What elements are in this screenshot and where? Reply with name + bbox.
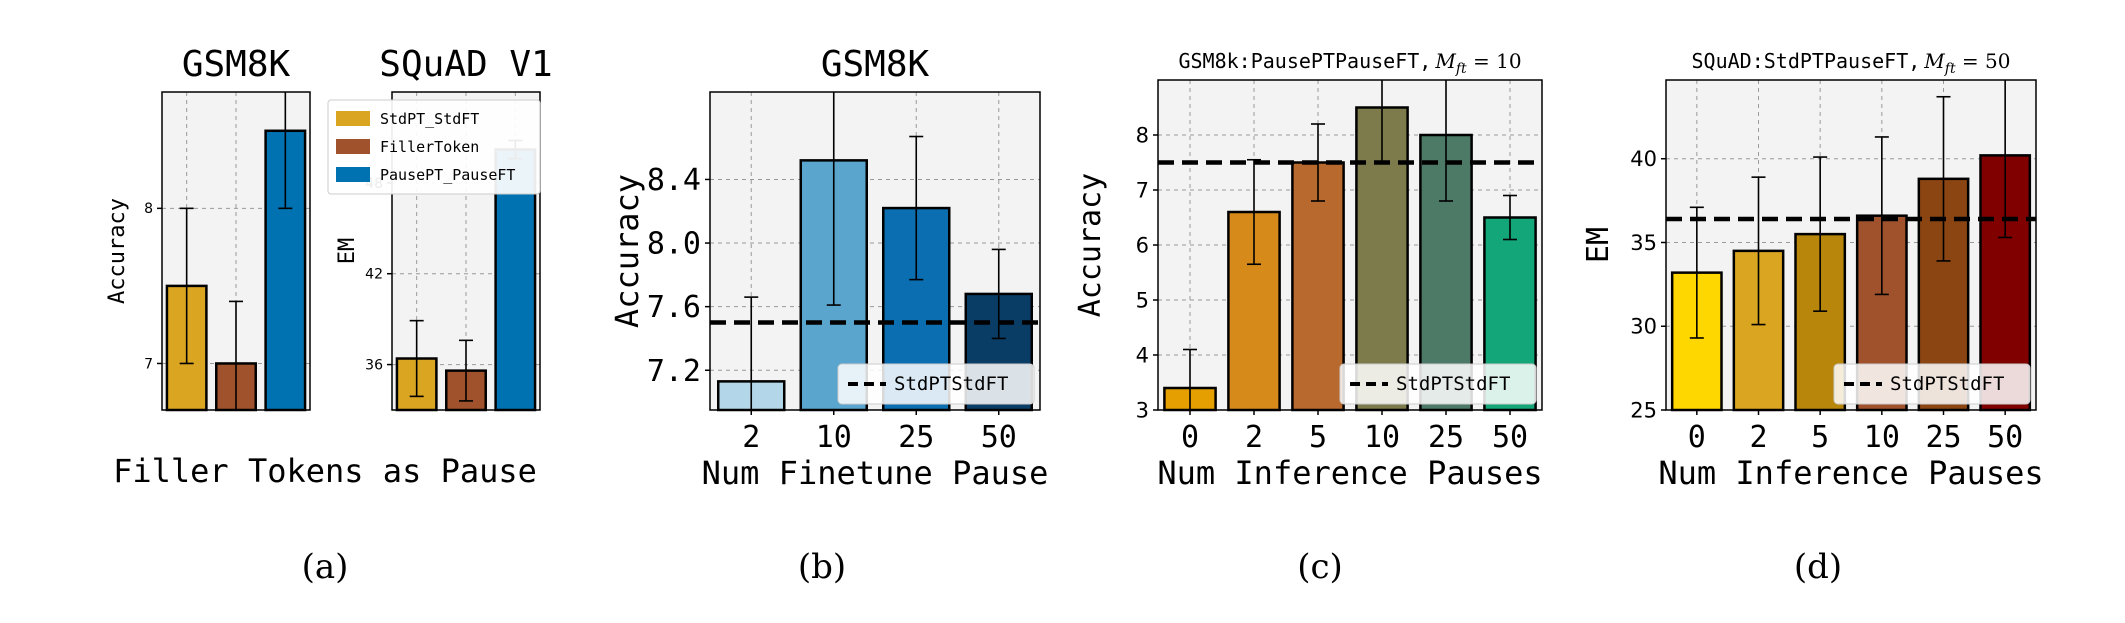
y-axis-label: EM — [1581, 227, 1616, 263]
legend-label: PausePT_PauseFT — [380, 166, 515, 184]
axes-frame — [709, 91, 1041, 411]
y-tick-label: 6 — [1136, 233, 1149, 257]
chart-title: SQuAD:StdPTPauseFT, Mft = 50 — [1692, 49, 2011, 77]
y-axis-label: EM — [335, 238, 360, 265]
subcaption-b: (b) — [798, 547, 846, 587]
y-axis-label: Accuracy — [608, 174, 646, 328]
y-tick-label: 35 — [1630, 231, 1657, 255]
axes-frame — [161, 91, 311, 411]
x-tick-label: 10 — [1864, 420, 1900, 455]
y-tick-label: 7 — [144, 356, 153, 372]
legend-baseline-label: StdPTStdFT — [894, 373, 1008, 395]
y-tick-label: 25 — [1630, 398, 1657, 422]
chart-title: GSM8K — [182, 44, 291, 85]
axes-frame — [391, 91, 541, 411]
chart-title: GSM8K — [821, 44, 930, 85]
x-tick-label: 25 — [898, 420, 934, 455]
subcaption-a: (a) — [302, 547, 349, 587]
x-tick-label: 2 — [742, 420, 760, 455]
title-text: SQuAD:StdPTPauseFT, — [1692, 49, 1921, 73]
subcaption-c: (c) — [1297, 547, 1343, 587]
legend-label: FillerToken — [380, 138, 479, 156]
y-tick-label: 3 — [1136, 398, 1149, 422]
legend: StdPTStdFT — [837, 363, 1035, 405]
chart-title: SQuAD V1 — [379, 44, 552, 85]
legend-box — [1833, 363, 2031, 405]
y-tick-label: 7 — [1136, 178, 1149, 202]
legend-box — [837, 363, 1035, 405]
y-tick-label: 8 — [1136, 123, 1149, 147]
x-tick-label: 25 — [1428, 420, 1464, 455]
x-tick-label: 0 — [1181, 420, 1199, 455]
y-tick-label: 8.0 — [647, 227, 701, 262]
x-tick-label: 50 — [981, 420, 1017, 455]
title-math-sub: ft — [1944, 61, 1956, 77]
title-math-sub: ft — [1455, 61, 1467, 77]
panel-a-xlabel: Filler Tokens as Pause — [113, 452, 537, 490]
y-tick-label: 8.4 — [647, 163, 701, 198]
chart-a2: 364248EMSQuAD V1StdPT_StdFTFillerTokenPa… — [327, 44, 553, 412]
axes-frame — [1665, 79, 2037, 411]
title-text: GSM8K — [821, 44, 930, 85]
plot-area — [1666, 80, 2036, 410]
x-axis-label: Num Finetune Pause — [702, 454, 1049, 492]
y-axis-label: Accuracy — [105, 198, 130, 304]
x-tick-label: 2 — [1749, 420, 1767, 455]
x-tick-label: 25 — [1925, 420, 1961, 455]
legend-baseline-label: StdPTStdFT — [1396, 373, 1510, 395]
legend-swatch — [336, 167, 370, 182]
y-tick-label: 5 — [1136, 288, 1149, 312]
legend: StdPTStdFT — [1833, 363, 2031, 405]
title-suffix: = 10 — [1467, 49, 1522, 73]
legend-label: StdPT_StdFT — [380, 110, 479, 128]
y-tick-label: 7.2 — [647, 354, 701, 389]
y-tick-label: 40 — [1630, 147, 1657, 171]
x-axis-label: Num Inference Pauses — [1157, 454, 1542, 492]
subcaption-d: (d) — [1794, 547, 1842, 587]
chart-title: GSM8k:PausePTPauseFT, Mft = 10 — [1178, 49, 1521, 77]
x-axis-label: Num Inference Pauses — [1658, 454, 2043, 492]
chart-a1: 7 8 Accuracy GSM8K — [105, 44, 311, 412]
x-tick-label: 0 — [1688, 420, 1706, 455]
x-tick-label: 50 — [1492, 420, 1528, 455]
legend-swatch — [336, 111, 370, 126]
title-text: GSM8K — [182, 44, 291, 85]
title-suffix: = 50 — [1956, 49, 2011, 73]
bar-5 — [1291, 161, 1345, 412]
legend-box — [1339, 363, 1537, 405]
y-tick-label: 30 — [1630, 315, 1657, 339]
legend-baseline-label: StdPTStdFT — [1890, 373, 2004, 395]
legend: StdPT_StdFT FillerToken PausePT_PauseFT — [327, 99, 541, 195]
x-tick-label: 5 — [1309, 420, 1327, 455]
x-tick-label: 5 — [1811, 420, 1829, 455]
y-axis-label: Accuracy — [1073, 173, 1108, 318]
title-text: SQuAD V1 — [379, 44, 552, 85]
y-tick-label: 7.6 — [647, 290, 701, 325]
title-text: GSM8k:PausePTPauseFT, — [1178, 49, 1431, 73]
legend-box — [327, 99, 541, 195]
x-tick-label: 10 — [1364, 420, 1400, 455]
x-tick-label: 2 — [1245, 420, 1263, 455]
legend: StdPTStdFT — [1339, 363, 1537, 405]
y-tick-label: 8 — [144, 201, 153, 217]
title-math: M — [1923, 49, 1945, 73]
x-tick-label: 10 — [816, 420, 852, 455]
title-math: M — [1434, 49, 1456, 73]
legend-swatch — [336, 139, 370, 154]
y-tick-label: 4 — [1136, 343, 1149, 367]
y-tick-label: 36 — [365, 357, 383, 373]
x-tick-label: 50 — [1987, 420, 2023, 455]
y-tick-label: 42 — [365, 267, 383, 283]
